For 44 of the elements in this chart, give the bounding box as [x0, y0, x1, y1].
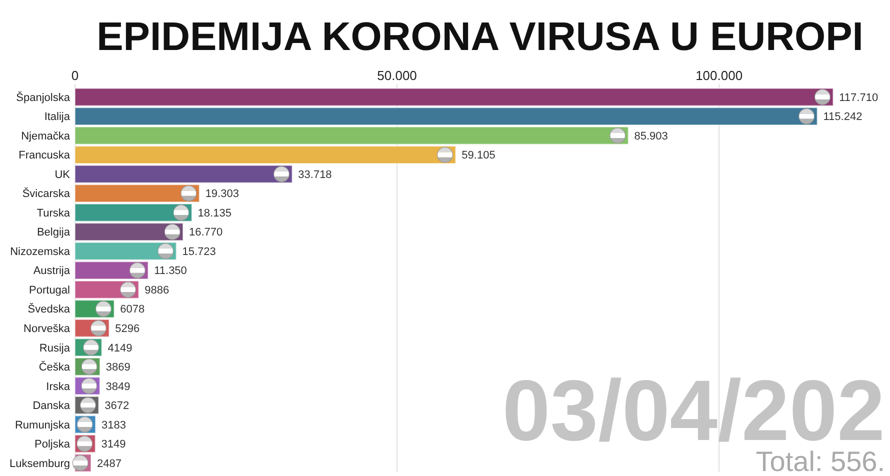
data-label: 18.135 [198, 207, 232, 220]
data-label: 2487 [97, 458, 122, 470]
y-tick-label: Luksemburg [9, 458, 70, 470]
data-label: 115.242 [823, 111, 862, 124]
y-tick-label: Švicarska [22, 187, 71, 200]
y-tick-label: Češka [38, 360, 71, 374]
data-label: 3149 [101, 438, 126, 451]
data-label: 9886 [144, 284, 170, 296]
data-label: 11.350 [154, 265, 187, 278]
y-tick-label: Belgija [36, 226, 71, 239]
x-tick-label: 100.000 [696, 68, 743, 83]
data-label: 85.903 [634, 130, 668, 142]
y-tick-label: Rumunjska [14, 419, 71, 432]
y-tick-label: Rusija [39, 342, 71, 354]
y-tick-label: Italija [44, 111, 71, 124]
y-tick-label: Turska [36, 207, 71, 220]
y-tick-label: Njemačka [21, 130, 71, 142]
data-label: 6078 [120, 304, 145, 316]
x-tick-label: 0 [71, 68, 79, 83]
y-tick-label: Francuska [18, 150, 71, 162]
data-label: 59.105 [462, 150, 496, 162]
y-tick-label: Norveška [24, 322, 71, 335]
y-tick-label: Austrija [33, 265, 71, 278]
data-label: 117.710 [839, 92, 878, 104]
y-tick-label: Portugal [29, 284, 70, 296]
data-label: 33.718 [298, 168, 332, 181]
data-label: 3849 [106, 380, 130, 393]
y-tick-label: Švedska [28, 302, 71, 316]
x-tick-label: 50.000 [377, 68, 417, 83]
y-tick-label: Irska [46, 380, 71, 393]
data-label: 5296 [115, 322, 140, 335]
data-label: 3183 [102, 419, 126, 432]
data-label: 19.303 [205, 188, 239, 200]
data-label: 3869 [106, 362, 130, 374]
y-tick-label: Nizozemska [10, 246, 71, 258]
y-tick-label: UK [54, 168, 71, 181]
chart-title: EPIDEMIJA KORONA VIRUSA U EUROPI [96, 15, 864, 59]
y-tick-label: Poljska [34, 438, 71, 451]
data-label: 4149 [108, 342, 132, 354]
y-tick-label: Španjolska [16, 90, 71, 104]
data-label: 16.770 [189, 226, 223, 239]
y-tick-label: Danska [32, 400, 71, 412]
data-label: 3672 [104, 400, 130, 412]
data-label: 15.723 [182, 246, 216, 258]
